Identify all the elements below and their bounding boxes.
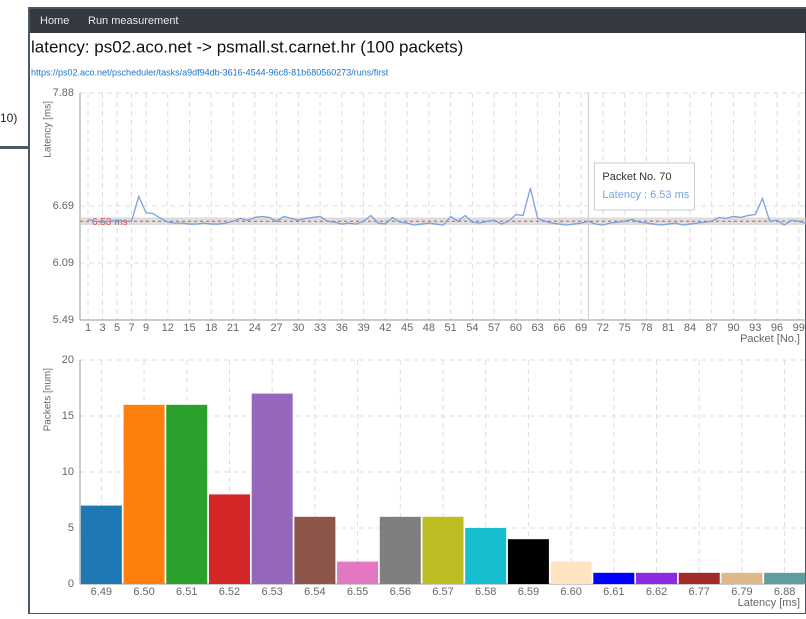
y-axis-label: Latency [ms] [43, 101, 54, 158]
x-tick-label: 45 [401, 322, 413, 334]
x-tick-label: 78 [640, 322, 652, 334]
x-tick-label: 60 [510, 322, 522, 334]
bar [80, 505, 122, 584]
latency-line [87, 187, 806, 226]
x-tick-label: 99 [793, 322, 805, 334]
x-tick-label: 15 [183, 322, 195, 334]
x-tick-label: 6.50 [133, 586, 154, 598]
bar [251, 393, 293, 584]
page-title: latency: ps02.aco.net -> psmall.st.carne… [31, 37, 463, 56]
x-tick-label: 7 [128, 322, 134, 334]
x-tick-label: 33 [314, 322, 326, 334]
x-tick-label: 12 [162, 322, 174, 334]
x-tick-label: 51 [445, 322, 457, 334]
x-tick-label: 5 [114, 322, 120, 334]
x-tick-label: 18 [205, 322, 217, 334]
bar [636, 572, 678, 584]
x-tick-label: 66 [553, 322, 565, 334]
bar [465, 528, 507, 584]
x-tick-label: 1 [85, 322, 91, 334]
tooltip-text: Latency : 6.53 ms [602, 189, 689, 201]
x-tick-label: 81 [662, 322, 674, 334]
x-tick-label: 30 [292, 322, 304, 334]
y-tick-label: 5 [68, 522, 74, 534]
x-axis-label: Packet [No.] [740, 333, 800, 345]
bar [550, 561, 592, 584]
x-tick-label: 6.52 [219, 586, 240, 598]
bar [337, 561, 379, 584]
mean-label: 6.53 ms [92, 217, 128, 228]
x-tick-label: 6.77 [689, 586, 710, 598]
tooltip [593, 162, 695, 211]
x-tick-label: 48 [423, 322, 435, 334]
nav-item[interactable]: Home [40, 15, 69, 27]
x-tick-label: 39 [357, 322, 369, 334]
y-axis-label: Packets [num] [43, 368, 54, 432]
bar [507, 539, 549, 584]
x-tick-label: 24 [249, 322, 261, 334]
x-tick-label: 6.62 [646, 586, 667, 598]
x-tick-label: 6.51 [176, 586, 197, 598]
x-tick-label: 63 [532, 322, 544, 334]
x-tick-label: 6.54 [304, 586, 325, 598]
x-tick-label: 21 [227, 322, 239, 334]
bar [294, 516, 336, 584]
x-tick-label: 57 [488, 322, 500, 334]
x-tick-label: 6.49 [91, 586, 112, 598]
bar [678, 572, 720, 584]
y-tick-label: 10 [62, 466, 74, 478]
navbar [30, 9, 806, 33]
x-tick-label: 6.59 [518, 586, 539, 598]
bar [721, 572, 763, 584]
x-tick-label: 36 [336, 322, 348, 334]
bar [422, 516, 464, 584]
bar [764, 572, 806, 584]
background-text: 10) [0, 111, 17, 125]
bar [593, 572, 635, 584]
x-tick-label: 6.79 [731, 586, 752, 598]
x-tick-label: 6.57 [432, 586, 453, 598]
x-tick-label: 84 [684, 322, 696, 334]
y-tick-label: 5.49 [53, 314, 74, 326]
x-tick-label: 87 [706, 322, 718, 334]
x-tick-label: 3 [99, 322, 105, 334]
x-tick-label: 6.55 [347, 586, 368, 598]
x-tick-label: 96 [771, 322, 783, 334]
x-tick-label: 69 [575, 322, 587, 334]
x-tick-label: 42 [379, 322, 391, 334]
x-tick-label: 6.58 [475, 586, 496, 598]
x-tick-label: 6.60 [560, 586, 581, 598]
bar [379, 516, 421, 584]
y-tick-label: 6.69 [53, 200, 74, 212]
x-tick-label: 75 [619, 322, 631, 334]
y-tick-label: 7.88 [53, 87, 74, 99]
tooltip-title: Packet No. 70 [602, 171, 671, 183]
background-window-edge [0, 146, 30, 149]
bar [123, 404, 165, 584]
x-tick-label: 93 [749, 322, 761, 334]
y-tick-label: 15 [62, 410, 74, 422]
x-tick-label: 6.88 [774, 586, 795, 598]
x-tick-label: 27 [270, 322, 282, 334]
nav-item[interactable]: Run measurement [88, 15, 179, 27]
bar [166, 404, 208, 584]
y-tick-label: 6.09 [53, 257, 74, 269]
x-tick-label: 6.56 [390, 586, 411, 598]
x-tick-label: 72 [597, 322, 609, 334]
x-tick-label: 54 [466, 322, 478, 334]
x-tick-label: 6.61 [603, 586, 624, 598]
x-tick-label: 6.53 [261, 586, 282, 598]
bar [208, 494, 250, 584]
y-tick-label: 20 [62, 354, 74, 366]
x-axis-label: Latency [ms] [738, 597, 800, 609]
x-tick-label: 90 [727, 322, 739, 334]
x-tick-label: 9 [143, 322, 149, 334]
y-tick-label: 0 [68, 578, 74, 590]
run-link[interactable]: https://ps02.aco.net/pscheduler/tasks/a9… [31, 67, 389, 77]
